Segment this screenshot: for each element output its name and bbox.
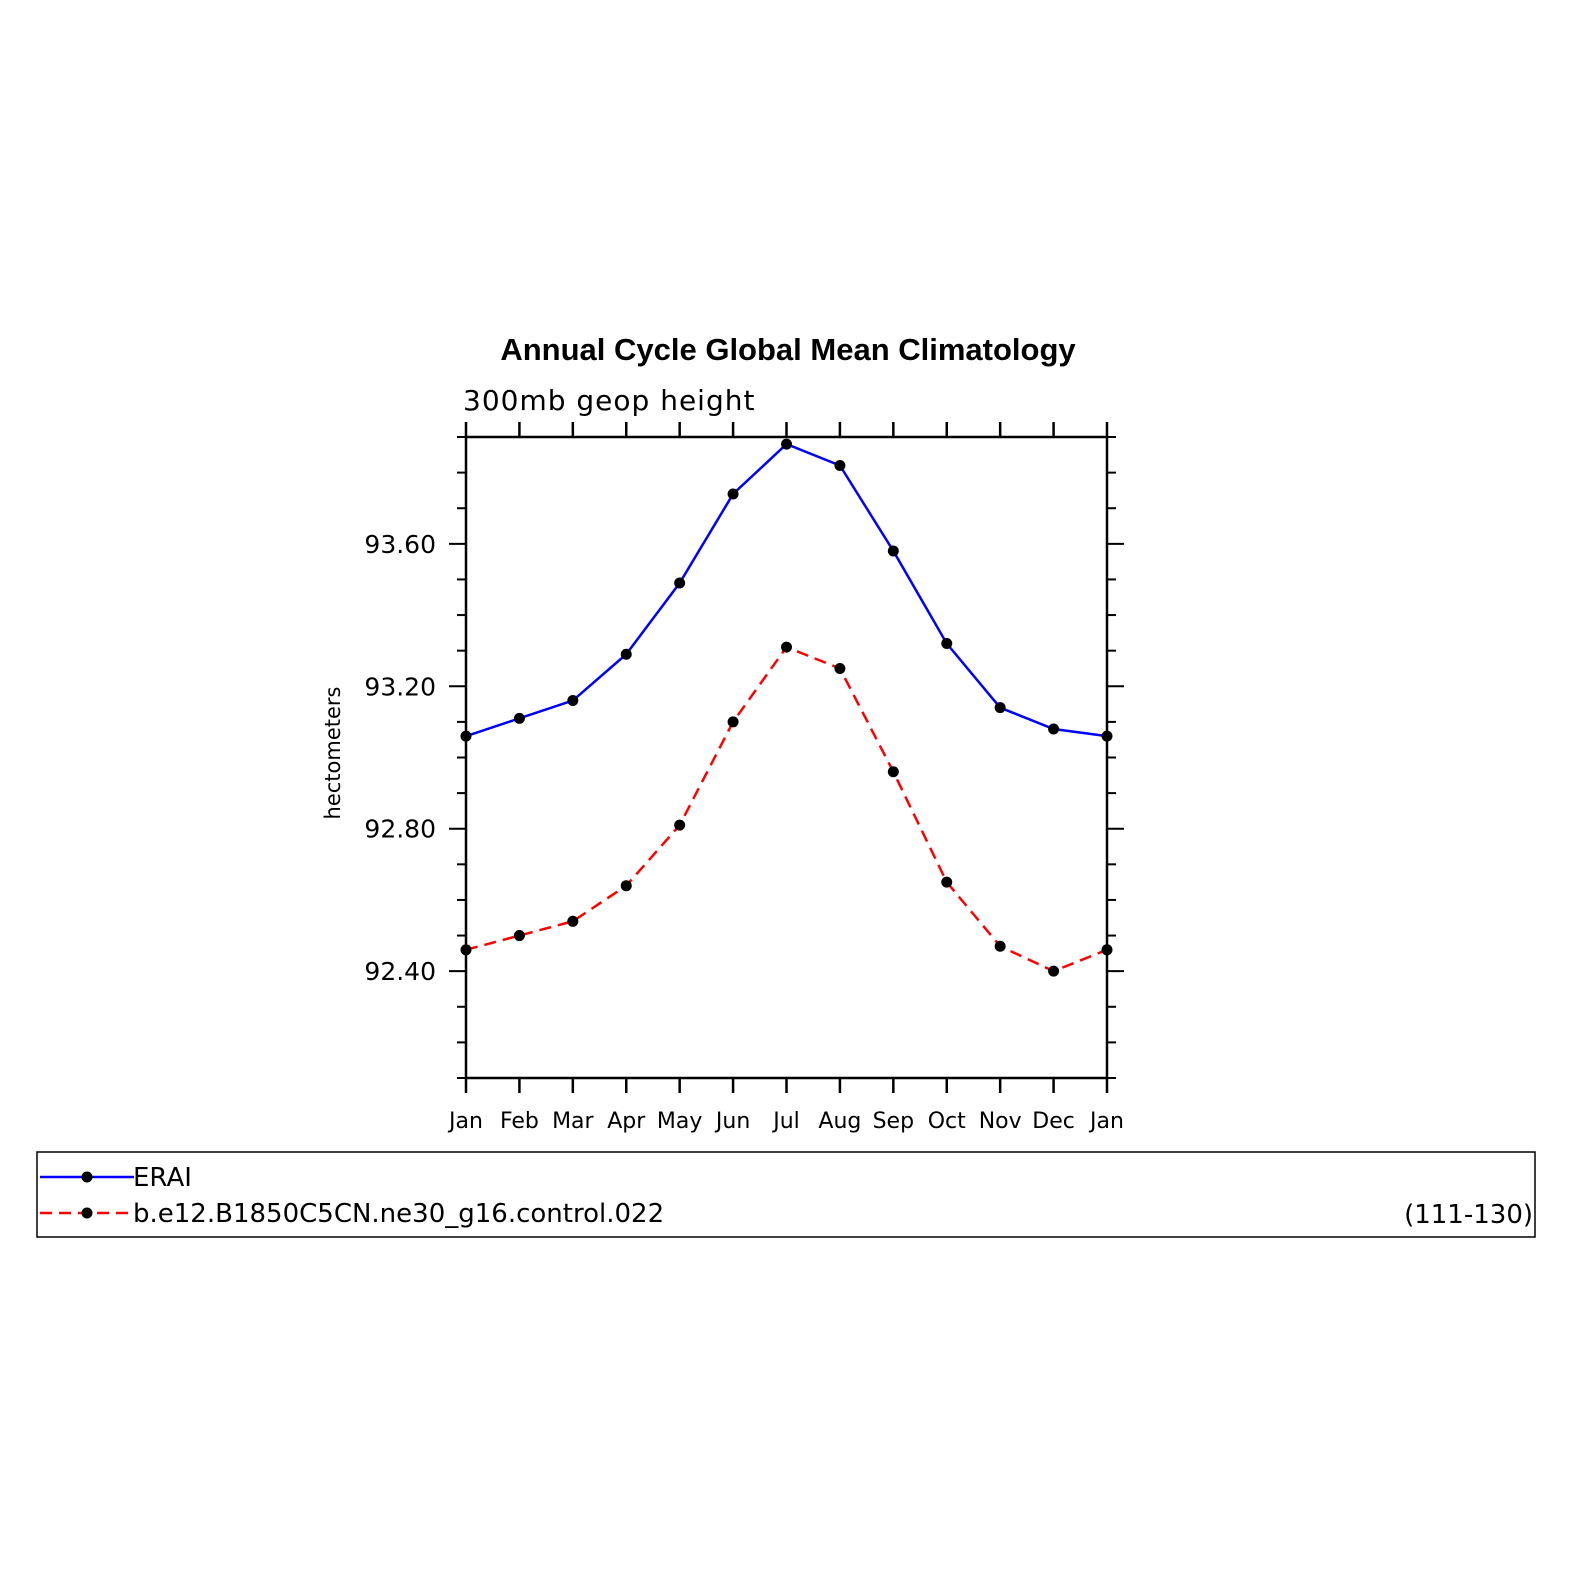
series-line: [465, 442, 1108, 738]
series-layer: [460, 438, 1113, 977]
data-point: [941, 638, 953, 650]
legend-marker: [81, 1171, 93, 1183]
y-axis-labels: 92.40 92.80 93.20 93.60: [364, 530, 436, 986]
y-tick-label: 93.20: [364, 672, 436, 701]
y-tick-label: 93.60: [364, 530, 436, 559]
data-point: [460, 730, 472, 742]
x-tick-label: Jun: [714, 1109, 750, 1134]
data-point: [620, 648, 632, 660]
series-2: [460, 641, 1113, 977]
data-point: [834, 459, 846, 471]
data-point: [567, 915, 579, 927]
data-point: [994, 940, 1006, 952]
x-tick-label: Feb: [500, 1109, 539, 1134]
legend-label: b.e12.B1850C5CN.ne30_g16.control.022: [133, 1199, 664, 1229]
data-point: [994, 702, 1006, 714]
legend-marker: [81, 1207, 93, 1219]
data-point: [834, 662, 846, 674]
series-1: [460, 438, 1113, 742]
data-point: [620, 880, 632, 892]
x-tick-label: Jan: [1088, 1109, 1124, 1134]
x-tick-label: Sep: [873, 1109, 914, 1134]
x-tick-label: Apr: [607, 1109, 646, 1134]
y-tick-label: 92.80: [364, 815, 436, 844]
data-point: [567, 695, 579, 707]
data-point: [1101, 944, 1113, 956]
x-tick-label: Oct: [928, 1109, 966, 1134]
data-point: [1101, 730, 1113, 742]
plot-frame: [464, 435, 1109, 1080]
data-point: [781, 641, 792, 653]
data-point: [674, 577, 686, 589]
legend-label: ERAI: [133, 1163, 192, 1193]
legend-item: ERAI: [40, 1163, 192, 1193]
plot-area: [464, 435, 1109, 1080]
data-point: [460, 944, 472, 956]
y-tick-label: 92.40: [364, 957, 436, 986]
data-point: [1048, 723, 1060, 735]
legend-item: b.e12.B1850C5CN.ne30_g16.control.022: [40, 1199, 664, 1229]
x-tick-label: Nov: [979, 1109, 1022, 1134]
chart-title: Annual Cycle Global Mean Climatology: [500, 332, 1076, 367]
x-tick-label: Dec: [1032, 1109, 1075, 1134]
x-tick-label: Jan: [447, 1109, 483, 1134]
x-axis-labels: Jan Feb Mar Apr May Jun Jul Aug Sep Oct Nov Dec Jan: [447, 1109, 1124, 1134]
data-point: [513, 930, 525, 942]
x-tick-label: Aug: [818, 1109, 861, 1134]
legend-box: [36, 1151, 1536, 1238]
x-tick-label: Mar: [552, 1109, 594, 1134]
legend-annotation: (111-130): [1404, 1200, 1533, 1230]
x-tick-label: Jul: [771, 1109, 800, 1134]
data-point: [941, 876, 953, 888]
chart-subtitle: 300mb geop height: [463, 384, 755, 417]
y-axis-label: hectometers: [321, 687, 345, 820]
data-point: [887, 766, 899, 778]
data-point: [513, 712, 525, 724]
data-point: [781, 438, 792, 450]
series-line: [465, 645, 1108, 973]
data-point: [1048, 965, 1060, 977]
legend: ERAI b.e12.B1850C5CN.ne30_g16.control.022…: [36, 1151, 1536, 1238]
x-tick-label: May: [657, 1109, 702, 1134]
data-point: [727, 488, 739, 500]
data-point: [887, 545, 899, 557]
data-point: [727, 716, 739, 728]
data-point: [674, 819, 686, 831]
axis-ticks: [449, 422, 1124, 1093]
